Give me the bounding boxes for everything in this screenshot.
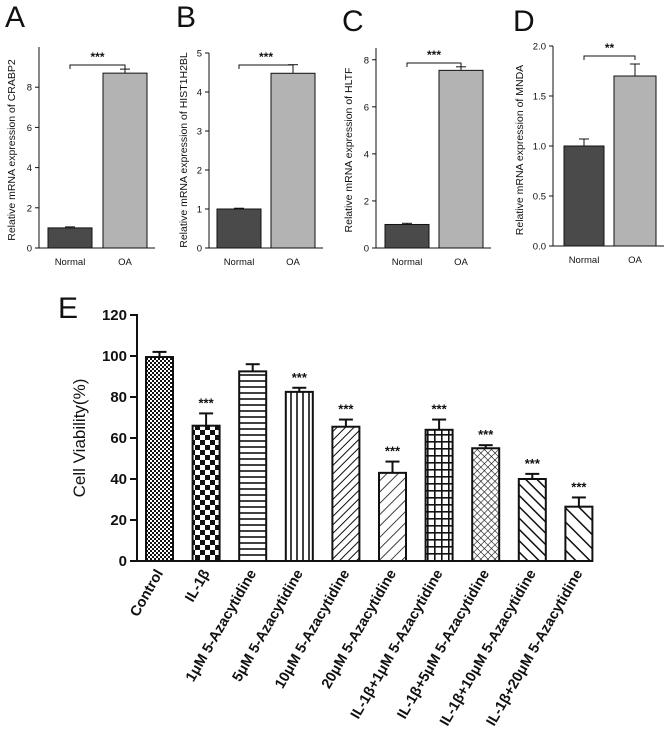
panel-d-tick-label: 2.0: [533, 42, 546, 53]
panel-e-category-label: IL-1β+1μM 5-Azacytidine: [348, 567, 447, 722]
panel-d-category-label: Normal: [569, 255, 600, 266]
panel-a-y-axis-label: Relative mRNA expression of CRABP2: [6, 59, 18, 241]
panel-letter-d: D: [513, 5, 535, 38]
charts-layer: 0 2 4 6 8 Normal OA *** Relative mRNA expression…: [6, 41, 664, 729]
panel-a-tick-label: 0: [27, 244, 32, 255]
panel-e-tick-label: 60: [110, 430, 127, 447]
panel-a-bar-normal: [47, 227, 93, 249]
panel-b-bar-oa: [270, 72, 316, 249]
panel-a-tick-label: 6: [27, 123, 32, 134]
panel-e-significance-label: ***: [571, 479, 587, 494]
panel-d-tick-label: 0.5: [533, 192, 546, 203]
panel-c-tick-label: 2: [364, 196, 369, 207]
panel-c-category-label: Normal: [392, 257, 423, 268]
panel-c-tick-label: 8: [364, 55, 369, 66]
panel-e-bar-1: [145, 356, 174, 562]
panel-e-tick-label: 80: [110, 389, 127, 406]
panel-a-significance-bracket: [69, 64, 126, 69]
panel-e-category-label: IL-1β+20μM 5-Azacytidine: [484, 567, 587, 729]
panel-b-tick-label: 2: [197, 166, 202, 177]
panel-e-category-label: IL-1β+5μM 5-Azacytidine: [394, 567, 493, 722]
panel-b-significance-bracket: [238, 64, 294, 69]
panel-c-tick-label: 0: [364, 244, 369, 255]
panel-e-bar-4: [284, 390, 314, 562]
panel-letter-b: B: [176, 1, 196, 34]
panel-e-bar-6: [378, 471, 407, 563]
panel-letter-e: E: [58, 292, 78, 325]
panel-c-tick-label: 6: [364, 102, 369, 113]
panel-b-y-axis-label: Relative mRNA expression of HIST1H2BL: [178, 52, 190, 248]
panel-d-y-axis-label: Relative mRNA expression of MNDA: [514, 65, 526, 235]
panel-e-bar-8: [471, 447, 501, 562]
panel-e-tick-label: 0: [119, 553, 127, 570]
panel-d-tick-label: 1.0: [533, 142, 546, 153]
panel-e-category-label: IL-1β+10μM 5-Azacytidine: [437, 567, 540, 729]
panel-b-tick-label: 4: [197, 88, 202, 99]
panel-c-category-label: OA: [454, 257, 468, 268]
panel-d-bar-oa: [613, 75, 657, 247]
panel-d-bar-normal: [563, 145, 605, 247]
panel-e-category-label: IL-1β: [182, 567, 213, 605]
panel-d-significance-label: **: [605, 41, 615, 55]
panel-e-significance-label: ***: [478, 427, 494, 442]
panel-e-bar-10: [564, 505, 594, 562]
panel-e-bar-9: [517, 478, 547, 562]
panel-b-category-label: OA: [286, 257, 300, 268]
panel-e-bar-3: [238, 370, 268, 562]
panel-b-bar-normal: [216, 208, 262, 249]
panel-d-tick-label: 0.0: [533, 242, 546, 253]
panel-b-tick-label: 5: [197, 49, 202, 60]
panel-a-category-label: Normal: [55, 257, 86, 268]
panel-e-significance-label: ***: [338, 402, 354, 417]
panel-e-y-axis-label: Cell Viability(%): [70, 379, 89, 498]
panel-c-y-axis-label: Relative mRNA expression of HLTF: [343, 68, 355, 233]
panel-a-tick-label: 4: [27, 163, 32, 174]
panel-a-significance-label: ***: [90, 50, 104, 64]
panel-b-significance-label: ***: [259, 50, 273, 64]
panel-d-category-label: OA: [628, 255, 642, 266]
panel-b-tick-label: 3: [197, 127, 202, 138]
panel-letter-c: C: [342, 5, 364, 38]
panel-e-significance-label: ***: [199, 395, 215, 410]
panel-c-tick-label: 4: [364, 149, 369, 160]
panel-d-significance-bracket: [583, 55, 636, 60]
panel-e-bar-7: [424, 428, 454, 562]
panel-e-tick-label: 100: [102, 348, 127, 365]
panel-e-bar-5: [331, 425, 361, 562]
panel-e-category-label: Control: [127, 567, 167, 620]
panel-e-significance-label: ***: [432, 402, 448, 417]
panel-c-bar-normal: [384, 223, 430, 249]
panel-c-significance-bracket: [406, 62, 462, 67]
panel-a-bar-oa: [102, 72, 148, 249]
panel-e-tick-label: 120: [102, 307, 127, 324]
panel-e-tick-label: 20: [110, 512, 127, 529]
panel-a-tick-label: 8: [27, 83, 32, 94]
panel-e-significance-label: ***: [385, 444, 401, 459]
panel-e-significance-label: ***: [525, 456, 541, 471]
panel-letter-a: A: [5, 1, 25, 34]
panel-e-significance-label: ***: [292, 370, 308, 385]
panel-d-tick-label: 1.5: [533, 92, 546, 103]
panel-a-category-label: OA: [118, 257, 132, 268]
panel-b-tick-label: 0: [197, 244, 202, 255]
panel-a-tick-label: 2: [27, 203, 32, 214]
panel-c-bar-oa: [438, 69, 484, 249]
panel-e-tick-label: 40: [110, 471, 127, 488]
panel-b-category-label: Normal: [224, 257, 255, 268]
panel-c-significance-label: ***: [427, 48, 441, 62]
panel-e-bar-2: [191, 424, 221, 563]
panel-b-tick-label: 1: [197, 205, 202, 216]
